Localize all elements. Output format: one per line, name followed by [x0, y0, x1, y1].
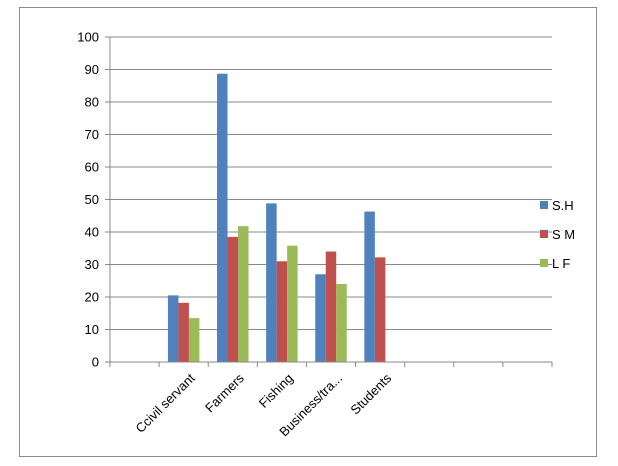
- x-tick-label: Farmers: [202, 370, 247, 415]
- legend-swatch: [540, 230, 548, 238]
- bar-lf: [287, 245, 298, 362]
- legend-swatch: [540, 259, 548, 267]
- bar-lf: [336, 284, 347, 362]
- y-tick-label: 20: [85, 290, 99, 305]
- legend-swatch: [540, 201, 548, 209]
- y-tick-label: 100: [77, 30, 99, 45]
- bar-lf: [188, 318, 200, 362]
- bar-sm: [227, 236, 239, 362]
- bar-sm: [178, 302, 189, 362]
- y-tick-label: 0: [92, 355, 99, 370]
- y-tick-label: 80: [85, 95, 99, 110]
- bar-sh: [217, 73, 228, 362]
- bar-sm: [374, 257, 386, 362]
- y-tick-label: 60: [85, 160, 99, 175]
- bar-sm: [325, 251, 337, 362]
- y-tick-label: 50: [85, 192, 99, 207]
- y-tick-label: 30: [85, 257, 99, 272]
- bar-sh: [364, 211, 375, 362]
- x-tick-label: Students: [347, 370, 394, 417]
- y-tick-label: 70: [85, 127, 99, 142]
- legend: S.H S M L F: [540, 198, 575, 271]
- legend-label: S.H: [552, 198, 574, 213]
- y-tick-label: 90: [85, 62, 99, 77]
- x-tick-label: Ccivil servant: [133, 370, 199, 436]
- bar-sh: [315, 274, 326, 362]
- x-tick-label: Fishing: [256, 371, 296, 411]
- y-tick-labels: 0 10 20 30 40 50 60 70 80 90 100: [77, 30, 99, 370]
- axes: [105, 36, 553, 367]
- bar-sh: [266, 203, 277, 362]
- bar-lf: [238, 226, 249, 362]
- bar-sh: [167, 295, 179, 362]
- legend-label: S M: [552, 227, 575, 242]
- y-tick-label: 40: [85, 225, 99, 240]
- bars: [167, 73, 386, 362]
- x-tick-labels: Ccivil servant Farmers FishingBusiness/tra…: [133, 370, 395, 439]
- y-tick-label: 10: [85, 322, 99, 337]
- legend-label: L F: [552, 256, 570, 271]
- bar-sm: [276, 261, 288, 362]
